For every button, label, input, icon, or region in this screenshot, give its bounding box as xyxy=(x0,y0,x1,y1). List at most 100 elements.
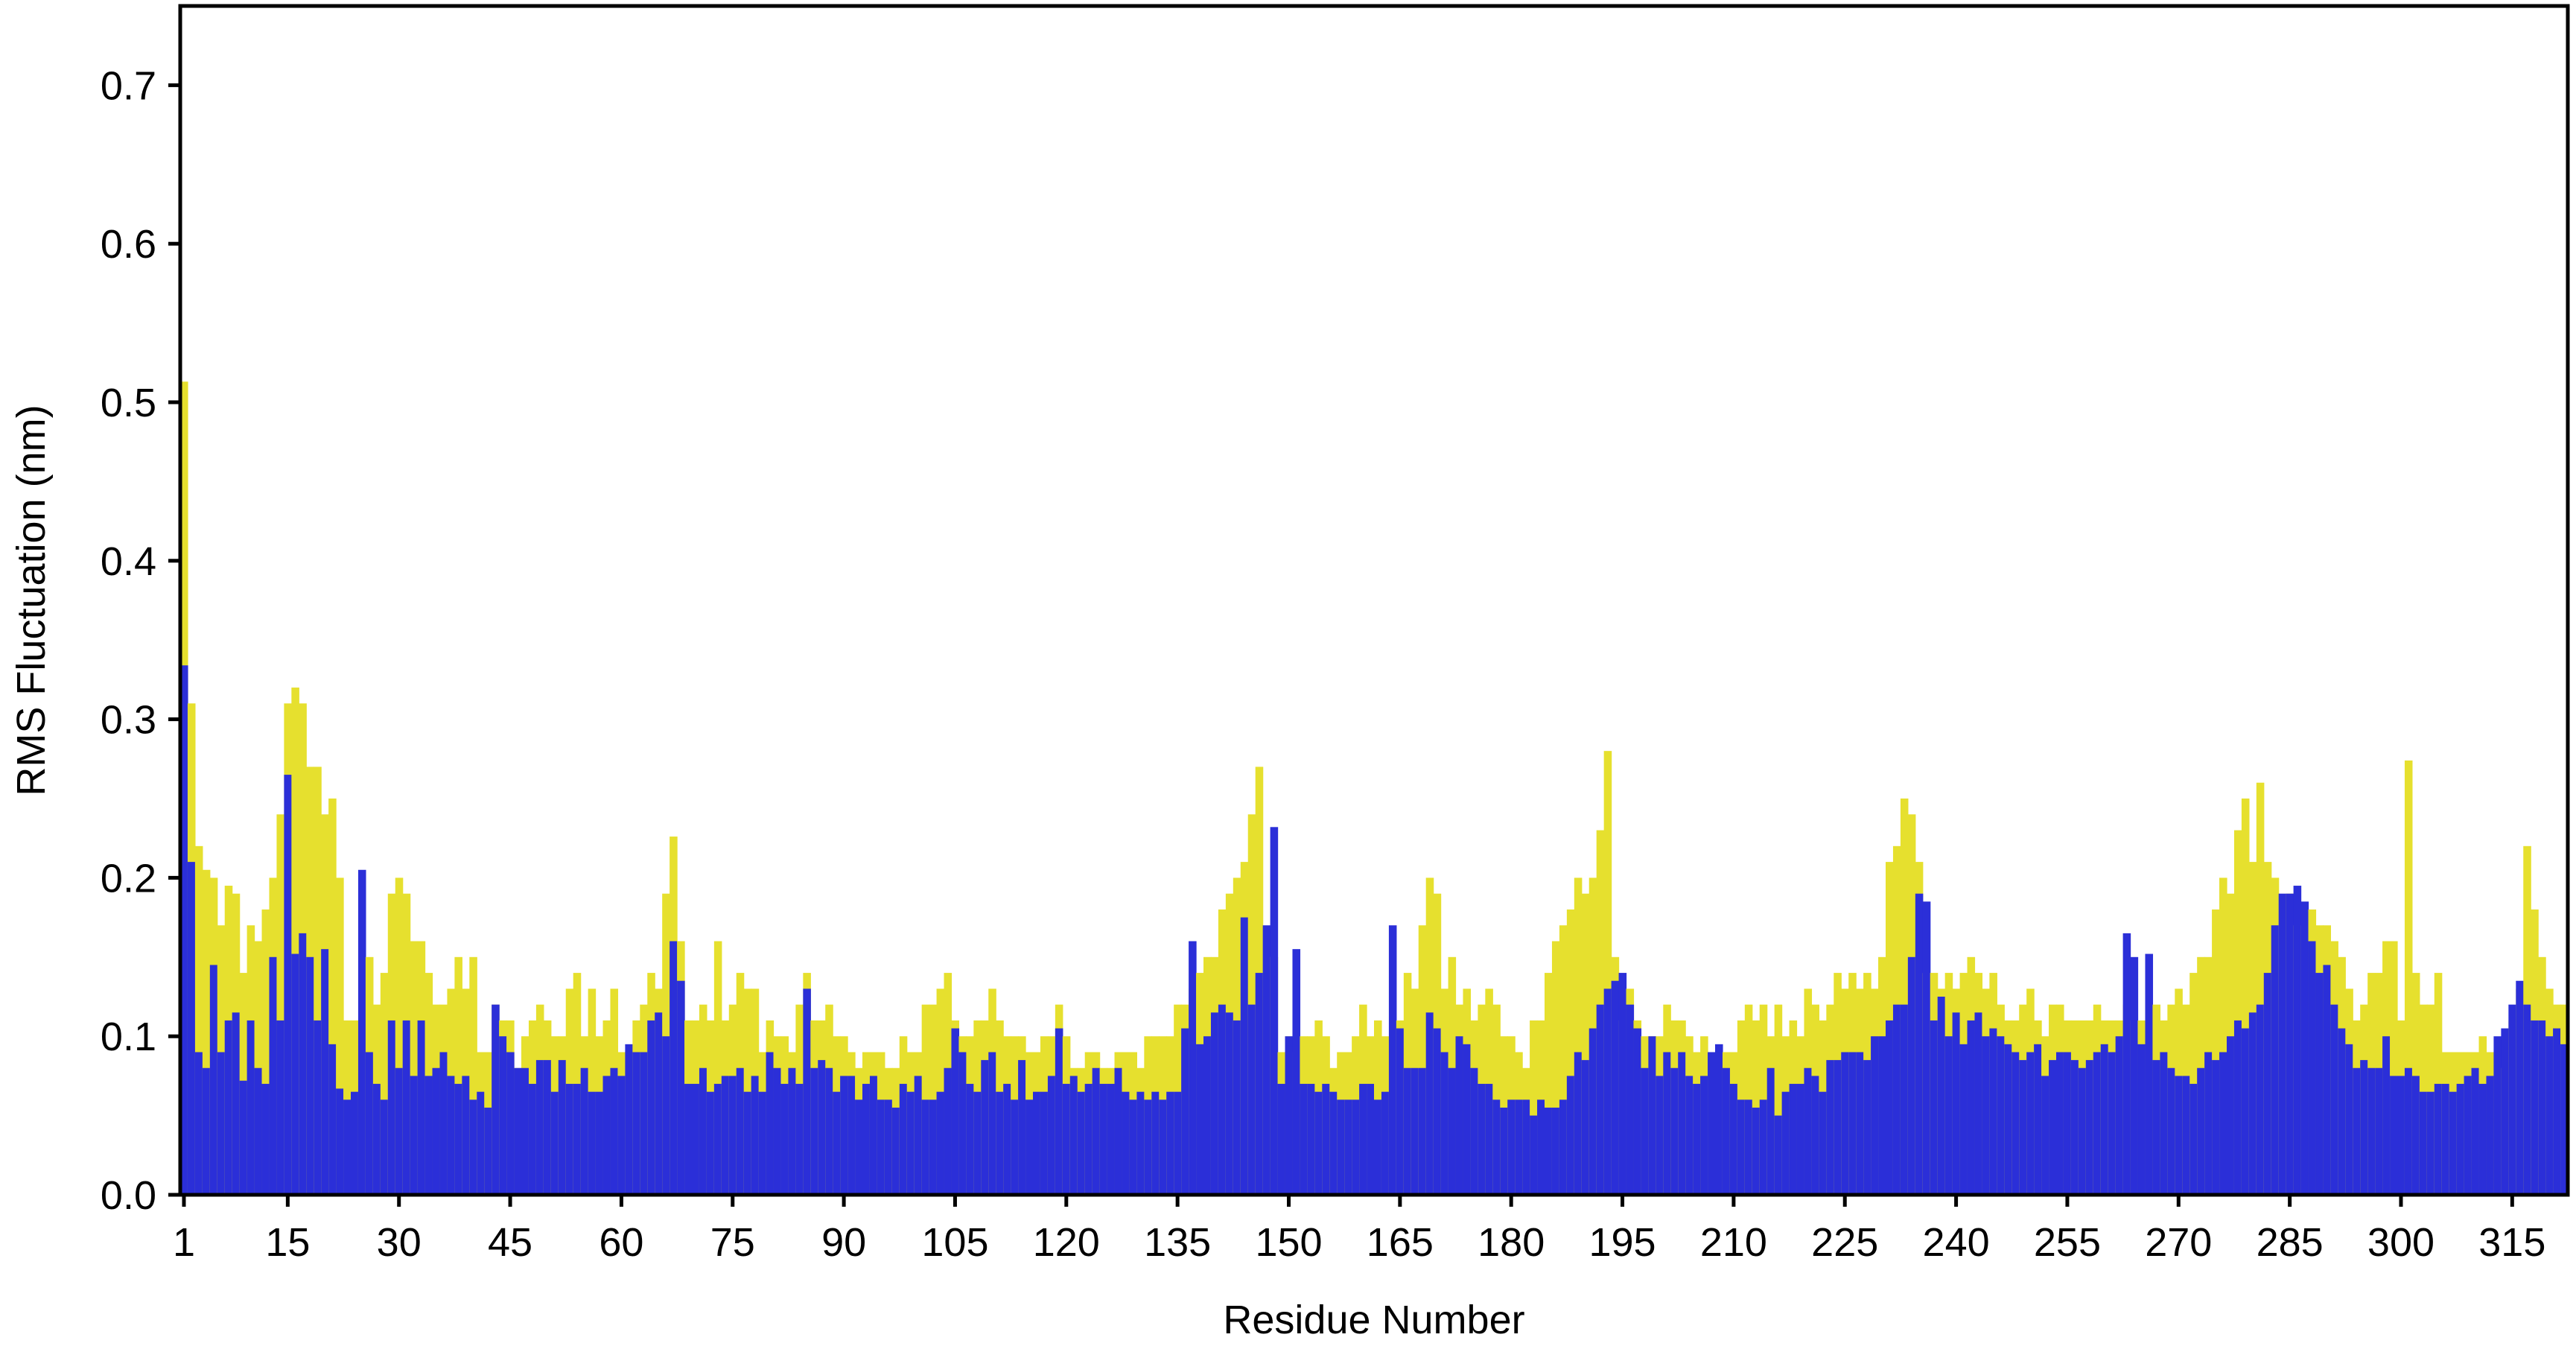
bar-series-2 xyxy=(2545,1036,2554,1195)
bar-series-2 xyxy=(1789,1084,1798,1195)
bar-series-2 xyxy=(417,1020,426,1195)
plot-frame xyxy=(178,4,2570,1197)
bar-series-2 xyxy=(617,1076,626,1195)
bar-series-2 xyxy=(1166,1091,1174,1195)
bar-series-2 xyxy=(2093,1052,2102,1195)
bar-series-2 xyxy=(447,1076,455,1195)
bar-series-2 xyxy=(1834,1060,1842,1195)
bar-series-2 xyxy=(1693,1084,1701,1195)
bar-series-1 xyxy=(1545,973,1553,1195)
bar-series-2 xyxy=(2063,1052,2072,1195)
bar-series-1 xyxy=(2404,760,2413,1195)
bar-series-1 xyxy=(1603,751,1612,1195)
bar-series-2 xyxy=(862,1084,871,1195)
bar-series-2 xyxy=(632,1052,640,1195)
bar-series-2 xyxy=(2449,1091,2458,1195)
bar-series-2 xyxy=(1463,1044,1472,1195)
bar-series-2 xyxy=(1122,1091,1130,1195)
bar-series-2 xyxy=(1700,1076,1708,1195)
bar-series-2 xyxy=(1203,1036,1212,1195)
bar-series-2 xyxy=(410,1076,419,1195)
bar-series-2 xyxy=(2137,1044,2146,1195)
bar-series-2 xyxy=(1878,1036,1886,1195)
bar-series-1 xyxy=(1581,893,1590,1195)
bar-series-2 xyxy=(2471,1067,2480,1195)
bar-series-2 xyxy=(914,1076,923,1195)
bar-series-2 xyxy=(1729,1084,1738,1195)
bar-series-2 xyxy=(2152,1060,2160,1195)
x-tick-label: 90 xyxy=(821,1220,866,1265)
bar-series-2 xyxy=(343,1099,352,1195)
y-tick-label: 0.6 xyxy=(101,222,156,267)
x-tick-label: 135 xyxy=(1144,1220,1211,1265)
bar-series-2 xyxy=(2367,1067,2376,1195)
bar-series-2 xyxy=(2070,1060,2079,1195)
bar-series-2 xyxy=(2078,1067,2087,1195)
bar-series-2 xyxy=(966,1084,974,1195)
bar-series-2 xyxy=(1515,1099,1523,1195)
bar-series-2 xyxy=(2122,933,2131,1195)
bar-series-2 xyxy=(640,1052,648,1195)
bar-series-1 xyxy=(314,766,322,1195)
bar-series-1 xyxy=(2256,782,2265,1195)
bar-series-1 xyxy=(2233,830,2242,1195)
bar-series-2 xyxy=(780,1084,789,1195)
bar-series-2 xyxy=(284,775,292,1195)
bar-series-2 xyxy=(1500,1107,1508,1195)
bar-series-1 xyxy=(2212,909,2220,1195)
bar-series-2 xyxy=(365,1052,374,1195)
bar-series-2 xyxy=(1537,1099,1545,1195)
bar-series-2 xyxy=(1848,1052,1857,1195)
bar-series-2 xyxy=(1255,973,1264,1195)
bar-series-2 xyxy=(981,1060,989,1195)
bar-series-2 xyxy=(2189,1084,2198,1195)
bar-series-2 xyxy=(2248,1012,2257,1195)
bar-series-2 xyxy=(484,1107,492,1195)
bar-series-2 xyxy=(1648,1036,1656,1195)
bar-series-2 xyxy=(558,1060,567,1195)
bar-series-2 xyxy=(2411,1076,2420,1195)
bar-series-2 xyxy=(1551,1107,1560,1195)
bar-series-2 xyxy=(2464,1076,2472,1195)
bar-series-2 xyxy=(1907,956,1916,1195)
bar-series-2 xyxy=(1766,1067,1775,1195)
bar-series-1 xyxy=(395,877,404,1195)
bar-series-2 xyxy=(217,1052,226,1195)
bar-series-2 xyxy=(2197,1067,2205,1195)
bar-series-2 xyxy=(1663,1052,1671,1195)
bar-series-2 xyxy=(1055,1028,1063,1195)
bar-series-2 xyxy=(2501,1028,2509,1195)
bar-series-2 xyxy=(662,1036,670,1195)
bar-series-2 xyxy=(1196,1044,1204,1195)
bar-series-2 xyxy=(2286,893,2294,1195)
bar-series-2 xyxy=(647,1020,655,1195)
bar-series-2 xyxy=(2375,1067,2383,1195)
bar-series-2 xyxy=(1381,1091,1390,1195)
bar-series-2 xyxy=(2233,1020,2242,1195)
bar-series-2 xyxy=(1959,1044,1968,1195)
bar-series-2 xyxy=(766,1052,775,1195)
bar-series-2 xyxy=(869,1076,878,1195)
bar-series-2 xyxy=(2531,1020,2539,1195)
bar-series-1 xyxy=(336,877,344,1195)
bar-series-1 xyxy=(713,941,722,1195)
bar-series-2 xyxy=(580,1067,589,1195)
bar-series-2 xyxy=(996,1091,1004,1195)
bar-series-2 xyxy=(743,1091,752,1195)
bar-series-2 xyxy=(180,665,188,1195)
bar-series-2 xyxy=(1603,988,1612,1195)
bar-series-2 xyxy=(1819,1091,1827,1195)
x-tick-label: 165 xyxy=(1367,1220,1434,1265)
bar-series-2 xyxy=(2560,1044,2569,1195)
x-tick-label: 225 xyxy=(1811,1220,1878,1265)
bar-series-2 xyxy=(1566,1076,1575,1195)
bar-series-2 xyxy=(1485,1084,1493,1195)
bar-series-2 xyxy=(1114,1067,1123,1195)
bar-series-2 xyxy=(1069,1076,1078,1195)
bar-series-2 xyxy=(1796,1084,1805,1195)
bar-series-2 xyxy=(254,1067,263,1195)
bar-series-1 xyxy=(1774,1004,1783,1195)
bar-series-2 xyxy=(372,1084,381,1195)
bar-series-2 xyxy=(1989,1028,1997,1195)
bar-series-2 xyxy=(699,1067,707,1195)
